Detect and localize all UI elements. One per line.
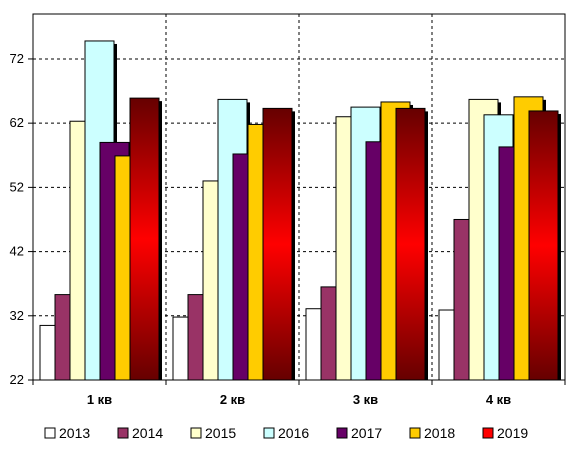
legend-label: 2018 <box>424 425 455 441</box>
y-tick-label: 22 <box>10 372 24 387</box>
legend-swatch <box>409 427 421 439</box>
legend-swatch <box>482 427 494 439</box>
axes: 22 32 42 52 62 72 1 кв 2 кв 3 кв 4 кв <box>10 13 566 407</box>
legend-label: 2014 <box>132 425 163 441</box>
bar <box>262 107 293 381</box>
legend-label: 2013 <box>59 425 90 441</box>
legend-label: 2019 <box>497 425 528 441</box>
gridlines <box>33 14 565 380</box>
bar <box>129 97 160 381</box>
legend-swatch <box>44 427 56 439</box>
legend-label: 2017 <box>351 425 382 441</box>
legend-label: 2015 <box>205 425 236 441</box>
legend-swatch <box>263 427 275 439</box>
bar <box>528 110 559 381</box>
y-tick-label: 72 <box>10 51 24 66</box>
legend-label: 2016 <box>278 425 309 441</box>
x-category-label: 3 кв <box>353 392 378 407</box>
legend-swatch <box>117 427 129 439</box>
y-tick-label: 32 <box>10 308 24 323</box>
legend-swatch <box>190 427 202 439</box>
legend: 2013 2014 2015 2016 2017 2018 2019 <box>44 425 528 441</box>
y-tick-label: 42 <box>10 244 24 259</box>
x-category-label: 1 кв <box>87 392 112 407</box>
bar <box>395 107 426 381</box>
bars <box>39 40 561 381</box>
y-tick-label: 52 <box>10 179 24 194</box>
x-category-label: 2 кв <box>220 392 245 407</box>
y-tick-label: 62 <box>10 115 24 130</box>
x-category-label: 4 кв <box>486 392 511 407</box>
legend-swatch <box>336 427 348 439</box>
